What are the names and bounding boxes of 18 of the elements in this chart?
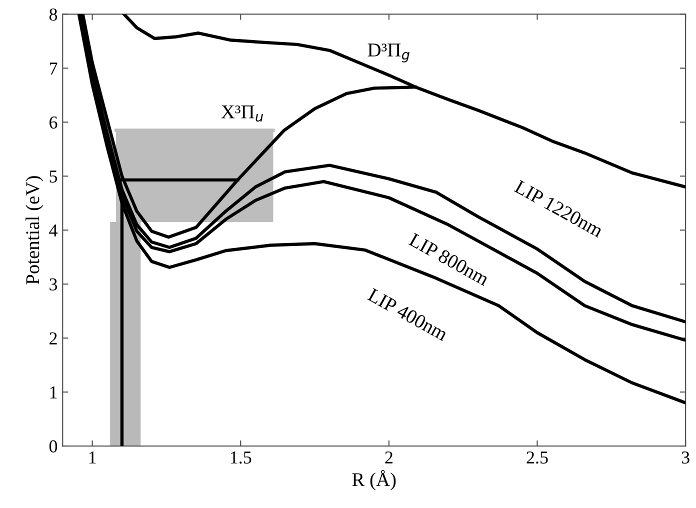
y-axis-title: Potential (eV) [26,176,44,284]
x-tick-label: 3 [682,451,690,464]
series-label: X³Π$_{u}$ [221,105,263,122]
y-tick-label: 3 [50,278,58,291]
y-tick-label: 6 [50,116,58,129]
y-tick-label: 0 [49,440,58,452]
y-tick-label: 1 [50,386,57,398]
y-tick-label: 7 [50,62,58,74]
y-tick-label: 2 [50,332,57,344]
y-tick-label: 5 [50,170,58,183]
series-label: D³Π$_{g}$ [368,44,410,62]
x-axis-title: R (Å) [352,470,396,490]
y-tick-label: 4 [49,224,58,236]
x-tick-label: 1 [89,451,96,464]
y-tick-label: 8 [49,8,58,21]
x-tick-label: 2 [385,451,392,464]
x-tick-label: 1.5 [230,451,252,464]
x-tick-label: 2.5 [526,451,548,464]
